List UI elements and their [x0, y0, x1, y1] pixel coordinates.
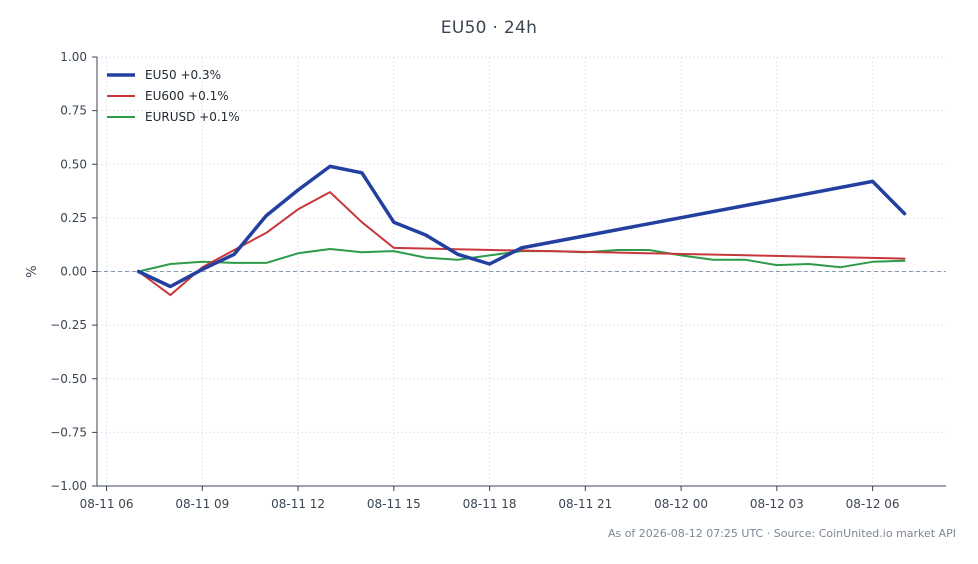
y-tick-label: 1.00 [60, 50, 87, 64]
x-tick-label: 08-12 03 [750, 497, 804, 511]
x-tick-label: 08-12 00 [654, 497, 708, 511]
legend-label: EU600 +0.1% [145, 89, 229, 103]
legend-label: EURUSD +0.1% [145, 110, 240, 124]
legend-label: EU50 +0.3% [145, 68, 221, 82]
x-tick-label: 08-11 09 [175, 497, 229, 511]
x-tick-label: 08-11 15 [367, 497, 421, 511]
x-tick-label: 08-11 18 [463, 497, 517, 511]
x-tick-label: 08-12 06 [846, 497, 900, 511]
y-tick-label: −0.75 [50, 425, 87, 439]
y-tick-label: 0.75 [60, 104, 87, 118]
series-line-eurusd [137, 248, 906, 273]
x-tick-label: 08-11 06 [80, 497, 134, 511]
series-line-eu600 [137, 191, 906, 297]
y-axis-label: % [25, 265, 40, 277]
y-tick-label: 0.25 [60, 211, 87, 225]
y-tick-label: 0.00 [60, 265, 87, 279]
x-tick-label: 08-11 12 [271, 497, 325, 511]
y-tick-label: −1.00 [50, 479, 87, 493]
y-tick-label: −0.50 [50, 372, 87, 386]
y-tick-label: 0.50 [60, 157, 87, 171]
x-tick-label: 08-11 21 [558, 497, 612, 511]
y-tick-label: −0.25 [50, 318, 87, 332]
series-line-eu50 [136, 164, 907, 289]
chart-title: EU50 · 24h [440, 18, 538, 38]
source-footnote: As of 2026-08-12 07:25 UTC · Source: Coi… [607, 527, 956, 540]
